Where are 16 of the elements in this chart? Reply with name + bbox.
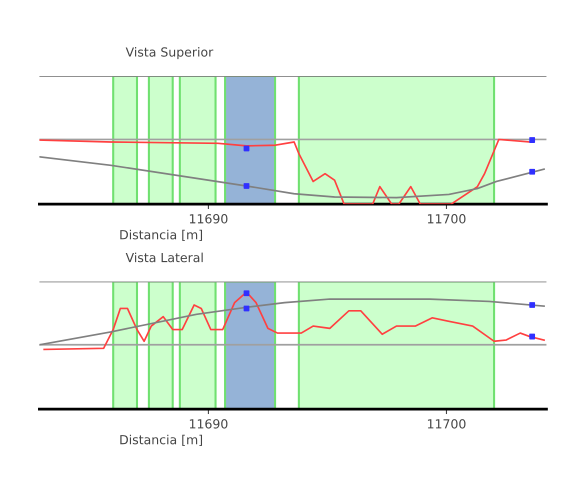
x-tick-label: 11690: [190, 419, 228, 429]
point: [529, 168, 536, 175]
point: [529, 334, 536, 340]
x-axis-title: Distancia [m]: [120, 230, 202, 241]
point: [244, 306, 250, 312]
point: [529, 137, 536, 143]
x-tick-label: 11690: [190, 214, 228, 224]
point: [244, 146, 250, 152]
point: [244, 183, 250, 189]
point: [244, 290, 250, 296]
chart-title: Vista Superior: [126, 47, 214, 60]
point: [529, 302, 536, 308]
x-axis-title: Distancia [m]: [120, 434, 202, 446]
x-tick-label: 11700: [428, 214, 466, 224]
chart-title: Vista Lateral: [126, 252, 203, 262]
x-tick-label: 11700: [428, 419, 466, 429]
